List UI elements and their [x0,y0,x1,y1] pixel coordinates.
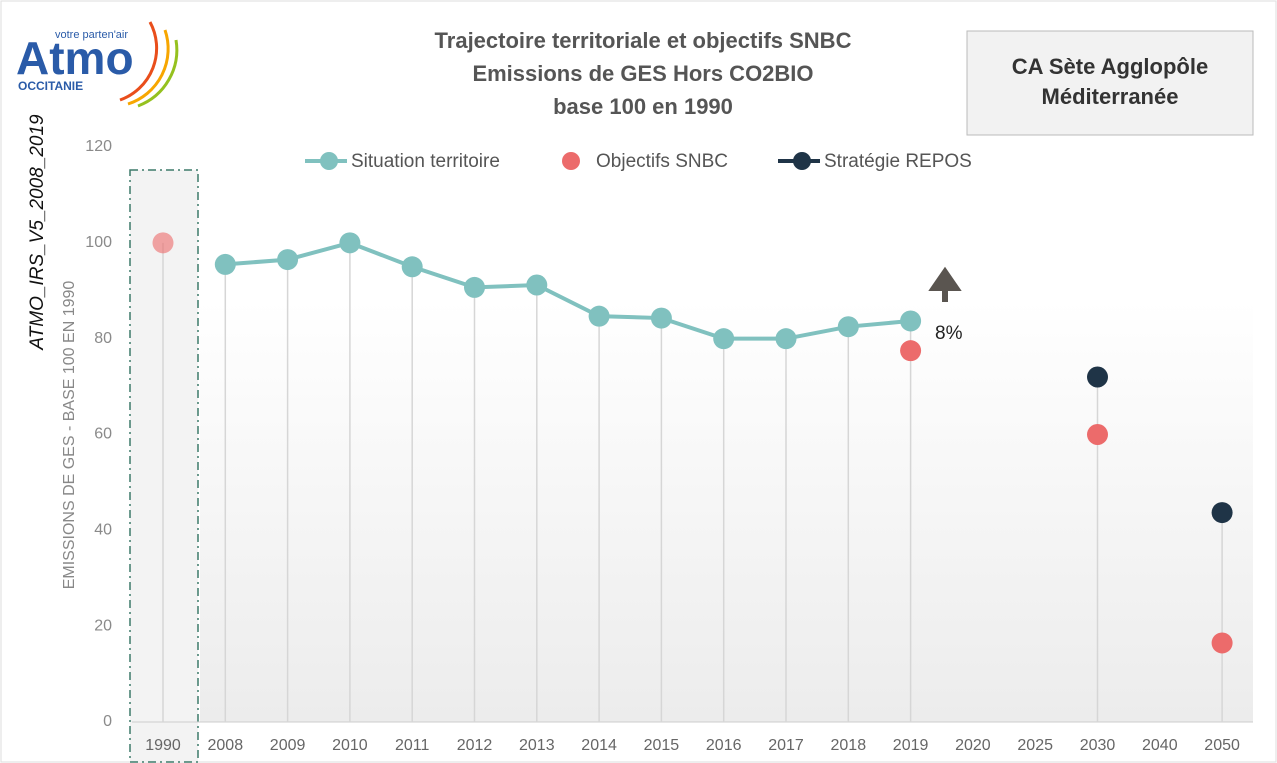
marker [464,276,485,298]
marker [214,253,236,275]
x-tick-label: 2008 [208,737,244,754]
logo: votre parten'air Atmo OCCITANIE [16,21,179,108]
arrow [928,266,962,302]
marker [775,328,797,350]
marker [277,249,299,271]
legend-item: Objectifs SNBC [562,151,728,172]
marker [1087,366,1108,388]
logo-tagline: votre parten'air [55,29,128,41]
y-axis-title: EMISSIONS DE GES - BASE 100 EN 1990 [61,281,78,590]
x-tick-label: 2017 [768,737,804,754]
x-tick-label: 2019 [893,737,929,754]
side-note: ATMO_IRS_V5_2008_2019 [27,114,48,351]
x-tick-label: 2020 [955,737,991,754]
legend-label: Objectifs SNBC [596,151,728,172]
x-tick-label: 2030 [1080,737,1116,754]
y-tick-label: 120 [85,138,112,155]
chart-title: base 100 en 1990 [553,94,733,119]
legend-marker [562,152,580,170]
y-tick-label: 80 [94,330,112,347]
series-line [225,240,911,341]
marker [837,316,859,338]
marker [526,274,548,296]
x-tick-label: 2011 [395,737,430,754]
marker [339,232,361,254]
chart-title: Trajectoire territoriale et objectifs SN… [435,28,852,53]
x-tick-label: 2016 [706,737,742,754]
legend-item: Situation territoire [305,151,500,172]
plot-background [200,300,1253,722]
y-tick-label: 40 [94,522,112,539]
x-tick-label: 2013 [519,737,555,754]
legend-label: Situation territoire [351,151,500,172]
legend-label: Stratégie REPOS [824,151,972,172]
marker [1087,424,1108,445]
x-tick-label: 2014 [581,737,617,754]
x-tick-label: 2010 [332,737,368,754]
territory: CA Sète Agglopôle Méditerranée [1012,54,1208,109]
marker [152,232,174,254]
x-tick-label: 2018 [831,737,867,754]
marker [1211,502,1233,524]
x-tick-label: 1990 [145,737,181,754]
marker [900,310,922,332]
x-tick-label: 2015 [644,737,680,754]
marker [588,305,610,327]
territory-box [966,30,1254,136]
x-tick-label: 2050 [1204,737,1240,754]
x-tick-label: 2012 [457,737,493,754]
x-tick-label: 2040 [1142,737,1178,754]
marker [650,307,672,329]
marker [713,328,735,350]
logo-name: Atmo [16,32,134,84]
marker [900,340,922,362]
legend-marker [793,152,811,170]
marker [401,256,423,278]
y-tick-label: 60 [94,426,112,443]
x-tick-label: 2009 [270,737,306,754]
y-tick-label: 0 [103,713,112,730]
legend-marker [320,152,338,170]
marker [1211,632,1233,654]
annotation: 8% [935,323,963,344]
y-tick-label: 20 [94,617,112,634]
y-tick-label: 100 [85,234,112,251]
legend-item: Stratégie REPOS [778,151,972,172]
chart-title: Emissions de GES Hors CO2BIO [472,61,813,86]
reference-zone [129,169,199,763]
x-tick-label: 2025 [1017,737,1053,754]
logo-region: OCCITANIE [18,79,83,93]
